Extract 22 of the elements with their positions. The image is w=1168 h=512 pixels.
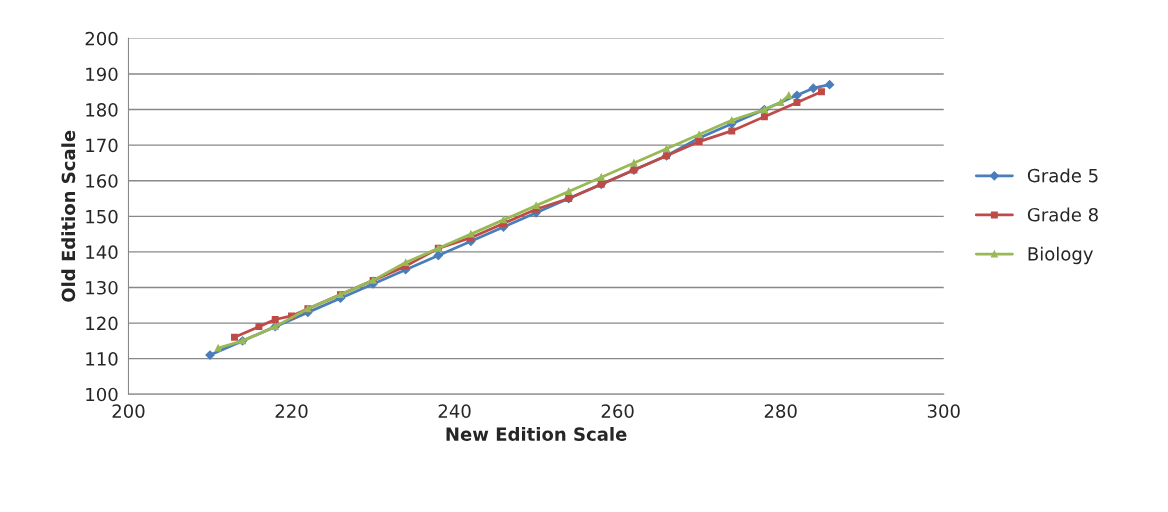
y-tick-label: 180 [86,103,118,117]
x-axis-title: New Edition Scale [446,426,627,441]
y-tick-label: 140 [86,245,118,260]
x-tick-label: 200 [112,404,145,418]
y-axis-title: Old Edition Scale [61,130,76,302]
x-tick-label: 280 [764,404,797,418]
y-tick-label: 100 [86,387,118,402]
y-tick-label: 150 [86,209,118,224]
legend-label: Biology [1028,246,1093,265]
y-tick-label: 110 [86,352,118,366]
x-tick-label: 300 [927,404,960,418]
y-tick-label: 120 [86,316,118,331]
legend-label: Grade 5 [1027,168,1098,183]
x-tick-label: 260 [601,404,634,418]
x-tick-label: 240 [438,404,471,418]
y-tick-label: 190 [86,67,118,82]
y-tick-label: 130 [86,280,118,295]
x-tick-label: 220 [275,404,308,418]
y-tick-label: 160 [86,174,118,188]
y-tick-label: 200 [85,31,118,46]
legend-label: Grade 8 [1027,207,1098,222]
y-tick-label: 170 [86,138,118,153]
